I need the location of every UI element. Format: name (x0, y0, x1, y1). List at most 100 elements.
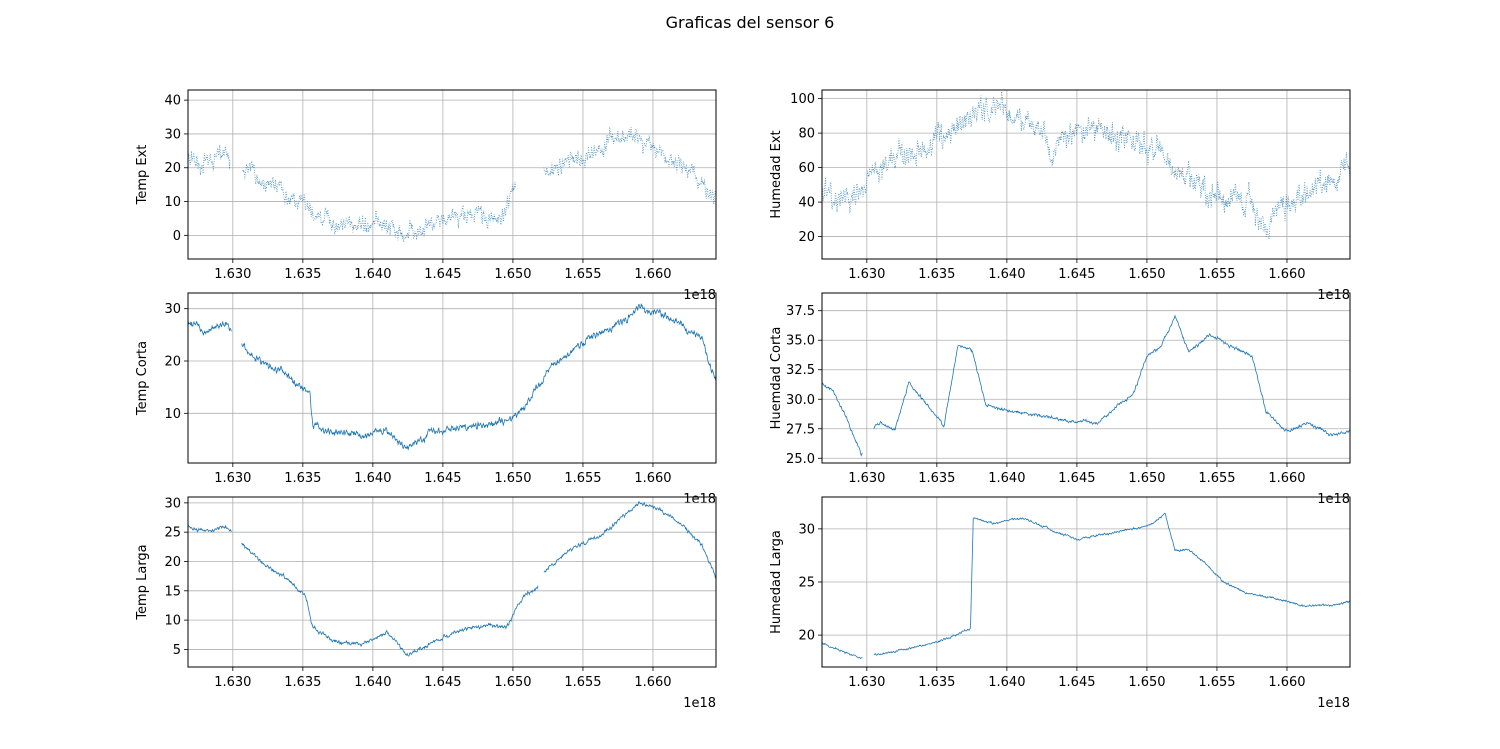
x-tick-label: 1.640 (988, 675, 1025, 690)
y-tick-label: 20 (164, 161, 181, 176)
x-tick-label: 1.650 (1128, 675, 1165, 690)
series-line (188, 303, 716, 450)
y-tick-label: 25 (798, 576, 815, 591)
x-tick-label: 1.635 (284, 675, 321, 690)
axes-frame (187, 496, 717, 668)
x-tick-label: 1.650 (494, 267, 531, 282)
y-axis-label: Temp Larga (135, 544, 150, 620)
x-tick-label: 1.630 (848, 675, 885, 690)
y-axis-label: Temp Corta (135, 341, 150, 416)
subplot-temp-larga: 1.630 1.635 1.640 1.645 1.650 1.655 1.660 5 10 15… (135, 496, 717, 711)
y-tick-label: 80 (798, 127, 815, 142)
y-tick-label: 37.5 (786, 304, 815, 319)
y-tick-label: 10 (164, 195, 181, 210)
x-tick-label: 1.640 (988, 267, 1025, 282)
x-tick-label: 1.640 (988, 471, 1025, 486)
x-tick-label: 1.655 (564, 471, 601, 486)
x-offset-label: 1e18 (683, 696, 716, 711)
y-tick-label: 20 (798, 629, 815, 644)
x-offset-label: 1e18 (1317, 288, 1350, 303)
x-tick-label: 1.635 (284, 267, 321, 282)
x-offset-label: 1e18 (683, 288, 716, 303)
axes-frame (821, 496, 1351, 668)
x-tick-label: 1.645 (1058, 471, 1095, 486)
y-axis-label: Humedad Ext (769, 130, 784, 218)
y-tick-label: 20 (164, 355, 181, 370)
series-line (822, 512, 1350, 660)
x-tick-label: 1.630 (848, 267, 885, 282)
series-line (188, 126, 716, 242)
x-tick-label: 1.630 (214, 675, 251, 690)
y-tick-label: 40 (798, 196, 815, 211)
axes-frame (821, 292, 1351, 464)
y-tick-label: 30.0 (786, 393, 815, 408)
x-tick-label: 1.635 (918, 471, 955, 486)
x-tick-label: 1.640 (354, 471, 391, 486)
x-tick-label: 1.635 (918, 675, 955, 690)
x-tick-label: 1.645 (1058, 675, 1095, 690)
x-tick-label: 1.660 (1268, 675, 1305, 690)
x-offset-label: 1e18 (683, 492, 716, 507)
y-tick-label: 20 (164, 555, 181, 570)
subplot-humedad-ext: 1.630 1.635 1.640 1.645 1.650 1.655 1.660 20 40 6… (769, 89, 1351, 303)
series-line (822, 91, 1350, 239)
series-line (188, 501, 716, 657)
y-tick-label: 30 (164, 127, 181, 142)
x-tick-label: 1.635 (284, 471, 321, 486)
series-line (822, 314, 1350, 457)
figure-title: Graficas del sensor 6 (666, 13, 835, 32)
x-tick-label: 1.660 (634, 471, 671, 486)
x-tick-label: 1.655 (1198, 267, 1235, 282)
y-tick-label: 30 (798, 522, 815, 537)
axes-frame (187, 89, 717, 260)
x-tick-label: 1.630 (214, 267, 251, 282)
x-tick-label: 1.655 (564, 675, 601, 690)
x-tick-label: 1.645 (424, 471, 461, 486)
x-tick-label: 1.660 (634, 675, 671, 690)
y-tick-label: 100 (790, 92, 815, 107)
y-tick-label: 27.5 (786, 422, 815, 437)
y-tick-label: 40 (164, 94, 181, 109)
subplot-temp-corta: 1.630 1.635 1.640 1.645 1.650 1.655 1.660 10 20 3… (135, 292, 717, 507)
y-tick-label: 5 (173, 643, 181, 658)
x-tick-label: 1.645 (1058, 267, 1095, 282)
x-tick-label: 1.655 (1198, 675, 1235, 690)
x-tick-label: 1.650 (494, 675, 531, 690)
x-tick-label: 1.630 (214, 471, 251, 486)
x-tick-label: 1.660 (1268, 267, 1305, 282)
x-tick-label: 1.640 (354, 267, 391, 282)
x-tick-label: 1.660 (634, 267, 671, 282)
x-tick-label: 1.650 (1128, 471, 1165, 486)
y-tick-label: 35.0 (786, 334, 815, 349)
x-offset-label: 1e18 (1317, 492, 1350, 507)
y-tick-label: 25.0 (786, 452, 815, 467)
x-tick-label: 1.655 (1198, 471, 1235, 486)
x-tick-label: 1.630 (848, 471, 885, 486)
y-tick-label: 15 (164, 584, 181, 599)
x-tick-label: 1.655 (564, 267, 601, 282)
x-tick-label: 1.635 (918, 267, 955, 282)
y-tick-label: 10 (164, 614, 181, 629)
y-tick-label: 30 (164, 302, 181, 317)
x-tick-label: 1.640 (354, 675, 391, 690)
x-tick-label: 1.650 (1128, 267, 1165, 282)
x-tick-label: 1.645 (424, 267, 461, 282)
y-tick-label: 20 (798, 230, 815, 245)
x-offset-label: 1e18 (1317, 696, 1350, 711)
y-axis-label: Humedad Larga (769, 530, 784, 634)
y-axis-label: Huemdad Corta (769, 327, 784, 430)
y-tick-label: 10 (164, 407, 181, 422)
axes-frame (187, 292, 717, 464)
y-tick-label: 25 (164, 526, 181, 541)
x-tick-label: 1.660 (1268, 471, 1305, 486)
x-tick-label: 1.645 (424, 675, 461, 690)
subplot-huemdad-corta: 1.630 1.635 1.640 1.645 1.650 1.655 1.660 25.0 2… (769, 292, 1351, 507)
y-tick-label: 60 (798, 161, 815, 176)
subplot-humedad-larga: 1.630 1.635 1.640 1.645 1.650 1.655 1.660 20 25 3… (769, 496, 1351, 711)
axes-frame (821, 89, 1351, 260)
y-tick-label: 32.5 (786, 363, 815, 378)
y-axis-label: Temp Ext (135, 145, 150, 206)
y-tick-label: 0 (173, 229, 181, 244)
